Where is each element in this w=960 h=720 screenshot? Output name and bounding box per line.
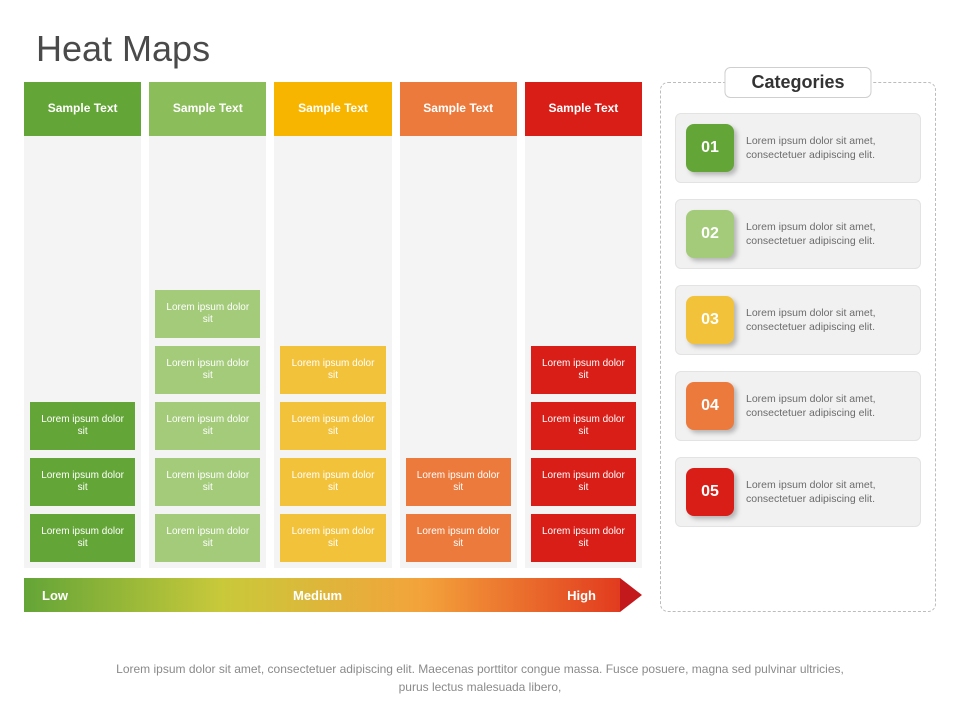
heatmap-cell: Lorem ipsum dolor sit bbox=[280, 346, 385, 394]
heatmap-area: Sample TextLorem ipsum dolor sitLorem ip… bbox=[24, 82, 642, 612]
category-badge: 05 bbox=[686, 468, 734, 516]
heatmap-column-body: Lorem ipsum dolor sit Lorem ipsum dolor s… bbox=[525, 136, 642, 568]
heatmap-cell: Lorem ipsum dolor sit bbox=[531, 458, 636, 506]
category-text: Lorem ipsum dolor sit amet, consectetuer… bbox=[746, 134, 906, 162]
heatmap-column: Sample TextLorem ipsum dolor sitLorem ip… bbox=[400, 82, 517, 568]
category-badge: 03 bbox=[686, 296, 734, 344]
heatmap-column: Sample TextLorem ipsum dolor sitLorem ip… bbox=[149, 82, 266, 568]
heatmap-column-body: Lorem ipsum dolor sit Lorem ipsum dolor s… bbox=[24, 136, 141, 568]
category-item: 04 Lorem ipsum dolor sit amet, consectetu… bbox=[675, 371, 921, 441]
heatmap-column: Sample TextLorem ipsum dolor sitLorem ip… bbox=[274, 82, 391, 568]
category-item: 03 Lorem ipsum dolor sit amet, consectetu… bbox=[675, 285, 921, 355]
category-badge: 04 bbox=[686, 382, 734, 430]
category-text: Lorem ipsum dolor sit amet, consectetuer… bbox=[746, 306, 906, 334]
heatmap-column-header: Sample Text bbox=[400, 82, 517, 136]
category-badge: 02 bbox=[686, 210, 734, 258]
heatmap-cell: Lorem ipsum dolor sit bbox=[280, 514, 385, 562]
heatmap-column-body: Lorem ipsum dolor sit Lorem ipsum dolor s… bbox=[274, 136, 391, 568]
category-item: 01 Lorem ipsum dolor sit amet, consectetu… bbox=[675, 113, 921, 183]
heatmap-cell: Lorem ipsum dolor sit bbox=[280, 402, 385, 450]
main-layout: Sample TextLorem ipsum dolor sitLorem ip… bbox=[0, 82, 960, 612]
heatmap-cell: Lorem ipsum dolor sit bbox=[155, 458, 260, 506]
heatmap-cell: Lorem ipsum dolor sit bbox=[155, 402, 260, 450]
heatmap-cell: Lorem ipsum dolor sit bbox=[280, 458, 385, 506]
scale-bar: Low Medium High bbox=[24, 578, 642, 612]
heatmap-column-header: Sample Text bbox=[24, 82, 141, 136]
category-item: 05 Lorem ipsum dolor sit amet, consectetu… bbox=[675, 457, 921, 527]
scale-label-high: High bbox=[567, 588, 596, 603]
heatmap-cell: Lorem ipsum dolor sit bbox=[406, 514, 511, 562]
heatmap-cell: Lorem ipsum dolor sit bbox=[155, 346, 260, 394]
category-badge: 01 bbox=[686, 124, 734, 172]
heatmap-cell: Lorem ipsum dolor sit bbox=[155, 514, 260, 562]
heatmap-grid: Sample TextLorem ipsum dolor sitLorem ip… bbox=[24, 82, 642, 568]
heatmap-cell: Lorem ipsum dolor sit bbox=[406, 458, 511, 506]
category-text: Lorem ipsum dolor sit amet, consectetuer… bbox=[746, 478, 906, 506]
heatmap-column-body: Lorem ipsum dolor sit Lorem ipsum dolor s… bbox=[400, 136, 517, 568]
heatmap-column-header: Sample Text bbox=[525, 82, 642, 136]
scale-arrowhead-icon bbox=[620, 578, 642, 612]
categories-list: 01 Lorem ipsum dolor sit amet, consectetu… bbox=[675, 113, 921, 527]
heatmap-cell: Lorem ipsum dolor sit bbox=[30, 458, 135, 506]
footer-caption: Lorem ipsum dolor sit amet, consectetuer… bbox=[0, 661, 960, 696]
heatmap-column: Sample TextLorem ipsum dolor sitLorem ip… bbox=[525, 82, 642, 568]
heatmap-cell: Lorem ipsum dolor sit bbox=[531, 402, 636, 450]
category-item: 02 Lorem ipsum dolor sit amet, consectetu… bbox=[675, 199, 921, 269]
heatmap-column: Sample TextLorem ipsum dolor sitLorem ip… bbox=[24, 82, 141, 568]
heatmap-cell: Lorem ipsum dolor sit bbox=[531, 346, 636, 394]
categories-title: Categories bbox=[724, 67, 871, 98]
heatmap-column-header: Sample Text bbox=[274, 82, 391, 136]
scale-label-low: Low bbox=[42, 588, 68, 603]
category-text: Lorem ipsum dolor sit amet, consectetuer… bbox=[746, 220, 906, 248]
heatmap-column-header: Sample Text bbox=[149, 82, 266, 136]
categories-panel: Categories 01Lorem ipsum dolor sit amet,… bbox=[660, 82, 936, 612]
heatmap-cell: Lorem ipsum dolor sit bbox=[30, 402, 135, 450]
heatmap-cell: Lorem ipsum dolor sit bbox=[155, 290, 260, 338]
category-text: Lorem ipsum dolor sit amet, consectetuer… bbox=[746, 392, 906, 420]
heatmap-cell: Lorem ipsum dolor sit bbox=[30, 514, 135, 562]
heatmap-cell: Lorem ipsum dolor sit bbox=[531, 514, 636, 562]
scale-label-mid: Medium bbox=[293, 588, 342, 603]
scale-track: Low Medium High bbox=[24, 578, 620, 612]
heatmap-column-body: Lorem ipsum dolor sit Lorem ipsum dolor s… bbox=[149, 136, 266, 568]
